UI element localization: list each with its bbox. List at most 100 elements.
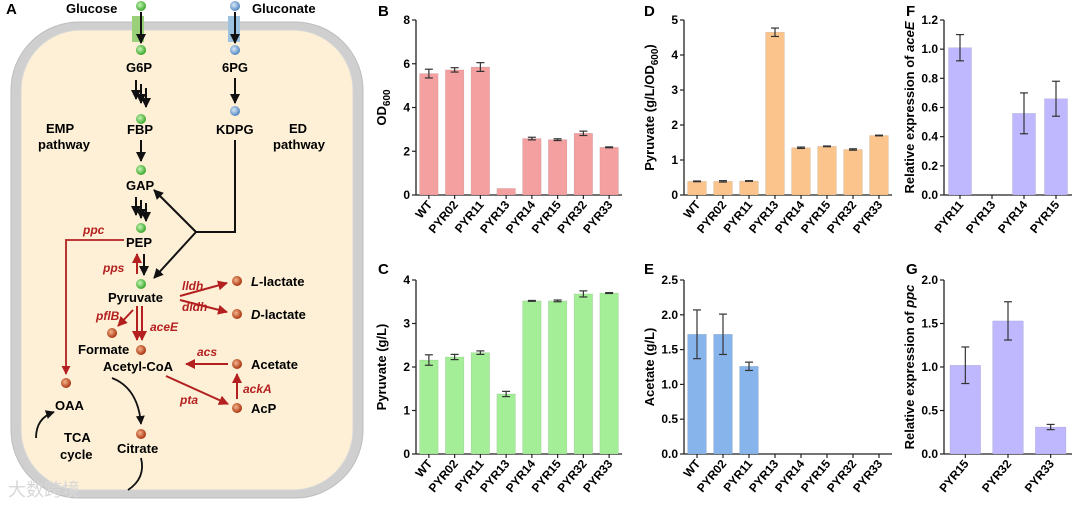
chart-acetate: E0.00.51.01.52.02.5WTPYR02PYR11PYR13PYR1… (642, 261, 892, 495)
panel-label-c: C (378, 261, 389, 278)
bar (548, 139, 568, 196)
y-tick-label: 0.4 (921, 130, 938, 144)
panel-label-a: A (6, 1, 17, 18)
y-tick-label: 1 (403, 404, 410, 418)
y-tick-label: 3 (671, 83, 678, 97)
y-tick-label: 1.5 (921, 317, 938, 331)
node-glucose (136, 1, 146, 11)
x-tick-label: WT (412, 456, 435, 480)
y-tick-label: 2.0 (661, 308, 678, 322)
panel-label-b: B (378, 3, 389, 20)
node-oaa-label: OAA (55, 398, 85, 413)
bar (992, 320, 1024, 455)
y-tick-label: 0.8 (921, 71, 938, 85)
bar (470, 66, 490, 196)
y-tick-label: 2 (403, 360, 410, 374)
gene-pta: pta (179, 393, 198, 407)
chart-pyruvate-titer: C01234WTPYR02PYR11PYR13PYR14PYR15PYR32PY… (374, 261, 622, 495)
emp-pathway-label-1: EMP (46, 121, 75, 136)
bar (522, 138, 542, 196)
arrow-into-oaa (35, 410, 55, 439)
bar (548, 300, 568, 455)
y-tick-label: 1.5 (661, 343, 678, 357)
y-axis-title-main: Acetate (g/L) (642, 328, 657, 407)
y-tick-label: 1.0 (921, 360, 938, 374)
gene-ppc: ppc (82, 223, 105, 237)
bar (496, 188, 516, 196)
x-tick-label: PYR33 (850, 198, 885, 236)
arrow-ed-to-gap (153, 189, 197, 233)
bar (687, 181, 707, 196)
x-tick-label: PYR32 (979, 457, 1014, 495)
y-tick-label: 0.0 (921, 447, 938, 461)
bar (948, 47, 972, 196)
arrow-pta (165, 375, 229, 405)
bar (496, 393, 516, 455)
node-gluconate-inner (230, 45, 240, 55)
tca-cycle-label-2: cycle (60, 447, 93, 462)
chart-pyruvate-yield: D012345WTPYR02PYR11PYR13PYR14PYR15PYR32P… (642, 3, 892, 236)
bar (573, 293, 593, 455)
gene-pflb: pflB (95, 309, 120, 323)
node-acetate (232, 359, 242, 369)
y-tick-label: 0.6 (921, 101, 938, 115)
node-fbp-label: FBP (127, 122, 153, 137)
y-tick-label: 1.0 (661, 377, 678, 391)
node-g6p-label: G6P (126, 60, 152, 75)
x-tick-label: WT (681, 456, 704, 480)
y-tick-label: 4 (403, 273, 410, 287)
bar (765, 31, 785, 196)
y-tick-label: 0.5 (921, 404, 938, 418)
y-axis-title-main: Pyruvate (g/L) (374, 324, 389, 411)
x-tick-label: PYR15 (1027, 198, 1062, 236)
panel-label-f: F (906, 3, 915, 20)
bar (573, 133, 593, 196)
bar (445, 69, 465, 196)
bar (599, 147, 619, 196)
node-g6p (136, 45, 146, 55)
gene-lldh: lldh (182, 279, 203, 293)
gene-acka: ackA (243, 382, 272, 396)
arrow-citrate-out (127, 457, 143, 491)
node-pep-label: PEP (126, 235, 152, 250)
x-tick-label: PYR33 (1022, 457, 1057, 495)
gene-dldh: dldh (182, 300, 207, 314)
arrow-ed-to-pyruvate (153, 231, 197, 279)
bar (791, 147, 811, 196)
arrow-dldh (179, 299, 228, 315)
y-axis-title-main: Relative expression of (902, 52, 917, 194)
y-axis-title-gene: ppc (902, 284, 917, 309)
node-d-lactate-label: D-lactate (251, 307, 306, 322)
y-tick-label: 0.2 (921, 159, 938, 173)
node-acp-label: AcP (251, 401, 277, 416)
y-tick-label: 0 (403, 188, 410, 202)
node-oaa (61, 378, 71, 388)
chart-od600: B02468WTPYR02PYR11PYR13PYR14PYR15PYR32PY… (374, 3, 622, 236)
y-axis-title: OD600 (374, 89, 393, 126)
y-axis-title-subscript: 600 (650, 48, 661, 65)
ed-pathway-label-1: ED (289, 121, 307, 136)
x-tick-label: PYR11 (932, 198, 967, 236)
gene-acs: acs (197, 345, 217, 359)
x-tick-label: PYR13 (963, 198, 998, 236)
bar (1035, 426, 1067, 455)
bar (445, 356, 465, 455)
y-tick-label: 0.0 (661, 447, 678, 461)
bar (869, 135, 889, 196)
node-pyruvate-label: Pyruvate (108, 290, 163, 305)
bar (739, 180, 759, 196)
node-gap-label: GAP (126, 178, 155, 193)
y-axis-title: Pyruvate (g/L/OD600) (642, 44, 661, 171)
arrow-ppc (61, 239, 124, 375)
y-tick-label: 1.2 (921, 13, 938, 27)
bar (470, 352, 490, 455)
ed-pathway-label-2: pathway (273, 137, 326, 152)
node-l-lactate (232, 276, 242, 286)
y-axis-title-tail: ) (642, 44, 657, 48)
y-tick-label: 2 (403, 144, 410, 158)
y-axis-title: Relative expression of aceE (902, 21, 917, 193)
node-glucose-label: Glucose (66, 1, 117, 16)
node-l-lactate-label: L-lactate (251, 274, 304, 289)
emp-pathway-label-2: pathway (38, 137, 91, 152)
bar (419, 73, 439, 196)
